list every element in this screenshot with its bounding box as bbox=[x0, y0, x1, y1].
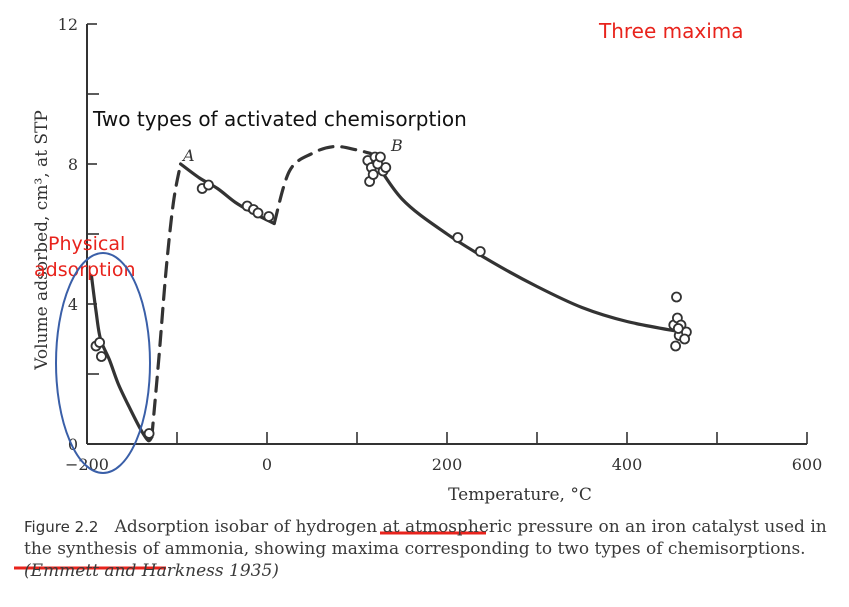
data-point bbox=[452, 232, 464, 243]
data-point bbox=[263, 211, 275, 222]
y-tick-label: 0 bbox=[68, 435, 78, 454]
x-tick-label: 200 bbox=[432, 455, 463, 474]
data-point bbox=[94, 337, 105, 348]
annotation-physical: Physical bbox=[48, 233, 125, 255]
y-tick-label: 12 bbox=[58, 15, 78, 34]
y-tick-label: 4 bbox=[68, 295, 78, 314]
data-point bbox=[671, 291, 682, 303]
figure-label: Figure 2.2 bbox=[24, 518, 99, 536]
data-point bbox=[672, 323, 684, 334]
data-point bbox=[374, 151, 386, 163]
annotation-adsorption: adsorption bbox=[34, 259, 136, 281]
caption-hydrogen: hydrogen bbox=[295, 517, 378, 537]
data-point bbox=[670, 340, 681, 352]
x-tick-label: 600 bbox=[792, 455, 823, 474]
data-point bbox=[143, 428, 155, 439]
markers bbox=[90, 151, 692, 439]
caption-text-a: Adsorption isobar of bbox=[114, 517, 296, 537]
x-axis-label: Temperature, °C bbox=[448, 485, 592, 505]
data-point bbox=[96, 351, 107, 362]
y-tick-label: 8 bbox=[68, 155, 78, 174]
dashed-isobar-segment bbox=[150, 162, 183, 439]
data-point bbox=[380, 162, 392, 173]
annotation-two-types: Two types of activated chemisorption bbox=[92, 107, 467, 131]
figure-caption: Figure 2.2 Adsorption isobar of hydrogen… bbox=[24, 516, 834, 582]
solid-isobar-segment bbox=[368, 151, 683, 334]
point-label-b: B bbox=[390, 136, 403, 155]
annotation-three-maxima: Three maxima bbox=[598, 19, 744, 43]
caption-citation: (Emmett and Harkness 1935) bbox=[24, 561, 279, 581]
data-point bbox=[252, 207, 264, 219]
point-label-a: A bbox=[181, 146, 195, 165]
caption-text-b: at atmospheric pressure on an bbox=[377, 517, 652, 537]
caption-text-c: used in the synthesis of ammonia, showin… bbox=[24, 517, 827, 559]
x-tick-label: 400 bbox=[612, 455, 643, 474]
caption-iron-catalyst: iron catalyst bbox=[651, 517, 759, 537]
data-point bbox=[367, 169, 379, 180]
physical-adsorption-ellipse bbox=[55, 252, 151, 474]
data-point bbox=[203, 179, 214, 191]
y-axis-label: Volume adsorbed, cm³, at STP bbox=[32, 110, 52, 371]
x-tick-label: 0 bbox=[262, 455, 272, 474]
curves bbox=[89, 144, 683, 443]
data-point bbox=[474, 246, 486, 257]
solid-isobar-segment bbox=[89, 274, 154, 443]
data-point bbox=[679, 333, 690, 345]
dashed-isobar-segment bbox=[272, 144, 373, 226]
x-tick-label: −200 bbox=[65, 455, 109, 474]
